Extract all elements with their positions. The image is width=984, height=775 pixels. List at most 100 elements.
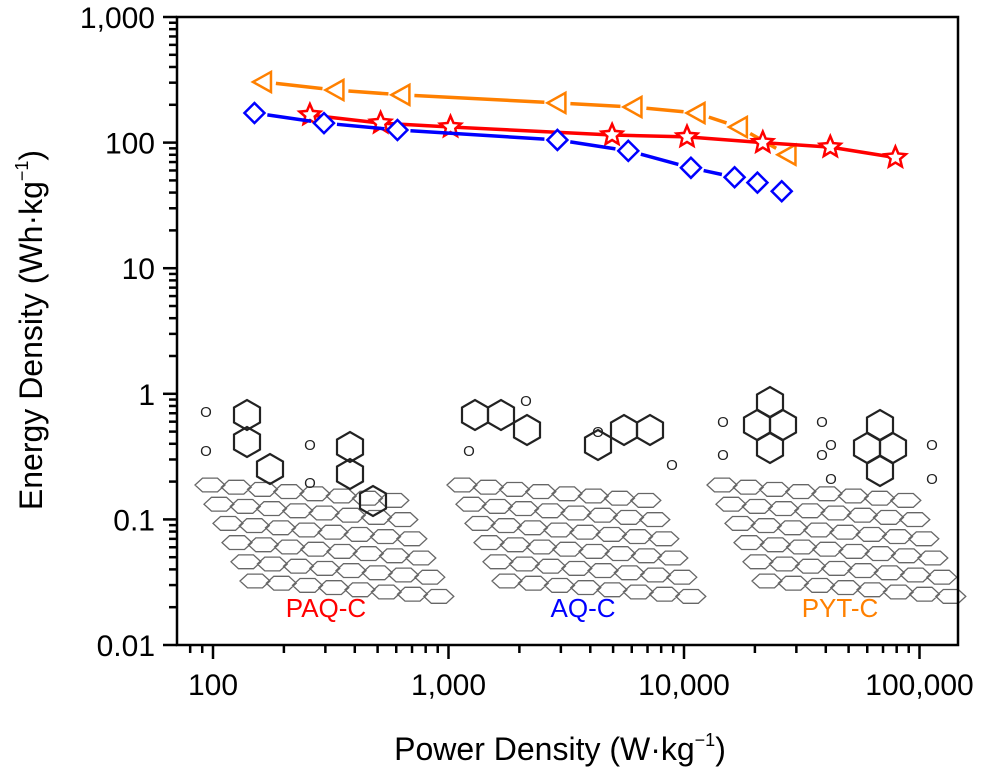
series-line-segment [414, 93, 545, 104]
star-marker [881, 143, 909, 170]
aromatic-ring [583, 428, 613, 462]
aromatic-ring [232, 398, 262, 432]
label-pyt-c: PYT-C [802, 593, 879, 623]
star-marker [749, 128, 777, 155]
aromatic-ring [755, 431, 785, 465]
triangle-marker [250, 69, 273, 95]
diamond-marker [312, 111, 336, 135]
triangle-marker [726, 114, 749, 140]
graphene-rings [194, 477, 455, 604]
oxygen-atom: O [666, 457, 678, 474]
series-aq-c [242, 101, 794, 204]
graphene-sheet [446, 477, 707, 604]
aromatic-ring [232, 425, 262, 459]
diamond-marker [545, 128, 570, 152]
y-axis-title: Energy Density (Wh·kg−1) [12, 150, 49, 510]
series-line-segment [640, 152, 679, 167]
oxygen-atom: O [717, 447, 729, 464]
x-tick-label: 100 [188, 669, 238, 702]
triangle-marker [322, 77, 345, 103]
aromatic-ring [335, 457, 365, 491]
oxygen-atom: O [926, 471, 938, 488]
oxygen-atom: O [825, 437, 837, 454]
x-tick-label: 10,000 [638, 669, 730, 702]
series-line-segment [450, 125, 613, 137]
axes: 100 1,000 10,000 100,000 0.01 0.1 1 10 100 1,000 [80, 2, 974, 702]
star-marker [816, 132, 844, 159]
y-tick-label: 0.1 [113, 504, 155, 537]
aromatic-ring [358, 484, 388, 518]
oxygen-atom: O [816, 447, 828, 464]
label-paq-c: PAQ-C [286, 593, 366, 623]
series-line-segment [336, 122, 385, 131]
aq-molecule [583, 413, 665, 462]
triangle-marker [544, 90, 567, 116]
label-aq-c: AQ-C [551, 593, 616, 623]
aq-molecule [460, 398, 542, 447]
y-axis-title-close: ) [13, 150, 49, 161]
pyt-molecule [852, 408, 908, 488]
oxygen-atom: O [304, 475, 316, 492]
series-line-segment [646, 106, 684, 114]
series-line-segment [830, 145, 896, 160]
x-axis-ticks: 100 1,000 10,000 100,000 [188, 645, 974, 702]
aromatic-ring [486, 398, 516, 432]
series-line-segment [267, 113, 312, 123]
series-layer [242, 69, 909, 204]
diamond-marker [679, 156, 703, 180]
aromatic-ring [865, 454, 895, 488]
oxygen-atom: O [816, 414, 828, 431]
x-axis-title-sup: −1 [695, 730, 716, 750]
graphene-rings [446, 477, 707, 604]
triangle-marker [683, 100, 706, 126]
series-line-segment [569, 140, 616, 151]
aromatic-ring [512, 413, 542, 447]
diamond-marker [722, 165, 747, 189]
x-tick-label: 100,000 [865, 669, 973, 702]
y-tick-label: 0.01 [97, 630, 155, 663]
triangle-marker [620, 94, 643, 120]
star-marker [598, 120, 626, 147]
diamond-marker [769, 179, 794, 204]
oxygen-atom: O [926, 437, 938, 454]
series-line-segment [348, 89, 389, 96]
series-line-segment [686, 135, 763, 145]
diamond-marker [242, 101, 267, 125]
diamond-marker [616, 139, 641, 163]
paq-molecule [232, 398, 285, 486]
oxygen-atom: O [200, 443, 212, 460]
aromatic-ring [635, 413, 665, 447]
oxygen-atom: O [825, 471, 837, 488]
aromatic-ring [335, 430, 365, 464]
oxygen-atom: O [463, 443, 475, 460]
series-line-segment [708, 115, 728, 125]
aromatic-ring [609, 413, 639, 447]
aromatic-ring [460, 398, 490, 432]
triangle-marker [388, 82, 411, 107]
oxygen-atom: O [520, 393, 532, 410]
y-tick-label: 1,000 [80, 2, 155, 35]
y-axis-ticks: 0.01 0.1 1 10 100 1,000 [80, 2, 177, 663]
series-line-segment [570, 101, 621, 109]
graphene-sheet [194, 477, 455, 604]
graphene-rings [706, 477, 967, 604]
oxygen-atom: O [304, 437, 316, 454]
series-line-segment [275, 81, 323, 91]
series-line-segment [703, 168, 723, 177]
diamond-marker [745, 170, 770, 195]
y-tick-label: 100 [105, 128, 155, 161]
triangle-marker [774, 142, 797, 167]
series-line-segment [612, 133, 688, 139]
star-marker [673, 122, 701, 149]
oxygen-atom: O [592, 424, 604, 441]
paq-molecule [335, 430, 388, 518]
diamond-marker [385, 118, 410, 142]
y-axis-title-sup: −1 [12, 161, 32, 182]
graphene-sheet [706, 477, 967, 604]
series-paq-c [296, 100, 909, 170]
y-tick-label: 10 [122, 253, 155, 286]
y-axis-title-main: Energy Density (Wh·kg [13, 181, 49, 510]
x-axis-title: Power Density (W·kg−1) [394, 730, 726, 767]
